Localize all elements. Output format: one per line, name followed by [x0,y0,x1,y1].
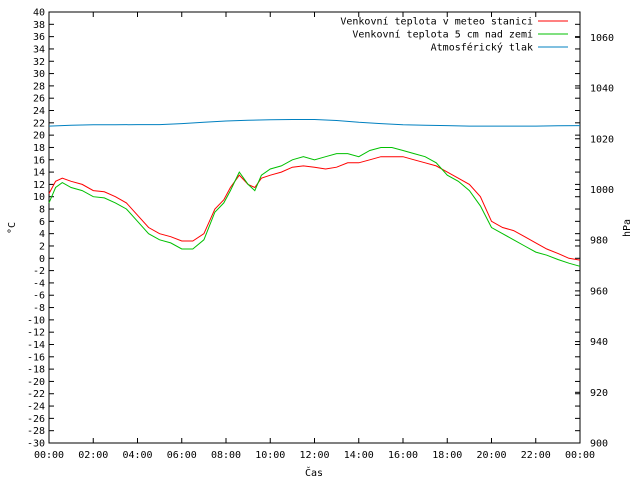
x-tick-label: 04:00 [122,450,152,461]
left-tick-label: 24 [33,106,45,117]
left-tick-label: 22 [33,118,45,129]
series-line-2 [48,147,581,267]
left-tick-label: -12 [27,328,45,339]
right-tick-label: 1000 [590,185,614,196]
left-tick-label: 18 [33,143,45,154]
left-tick-label: 28 [33,81,45,92]
left-tick-label: -8 [33,303,45,314]
left-tick-label: 38 [33,20,45,31]
left-tick-label: -26 [27,414,45,425]
x-tick-label: 18:00 [432,450,462,461]
left-tick-label: -2 [33,266,45,277]
y-axis-right-label: hPa [622,219,633,237]
left-tick-label: 26 [33,94,45,105]
left-tick-label: -22 [27,389,45,400]
series-line-3 [48,119,581,127]
left-tick-label: 2 [39,241,45,252]
series-layer [48,119,581,267]
left-tick-label: -20 [27,377,45,388]
left-tick-label: 30 [33,69,45,80]
x-axis-label: Čas [305,466,323,479]
left-tick-label: 32 [33,57,45,68]
left-tick-label: 16 [33,155,45,166]
left-tick-label: 20 [33,131,45,142]
series-line-1 [48,156,581,261]
right-tick-label: 1060 [590,33,614,44]
right-tick-label: 1020 [590,134,614,145]
x-tick-label: 00:00 [34,450,64,461]
x-tick-label: 06:00 [167,450,197,461]
legend: Venkovní teplota v meteo staniciVenkovní… [340,16,568,54]
left-tick-label: -30 [27,439,45,450]
right-tick-label: 1040 [590,84,614,95]
right-tick-label: 940 [590,337,608,348]
left-tick-label: -16 [27,352,45,363]
left-tick-label: -18 [27,365,45,376]
left-tick-label: 8 [39,205,45,216]
x-tick-label: 16:00 [388,450,418,461]
right-tick-label: 980 [590,236,608,247]
left-tick-label: 34 [33,44,45,55]
x-axis: 00:00 02:00 04:00 06:00 08:00 10:00 12:00 14:00… [34,12,595,461]
left-tick-label: -14 [27,340,45,351]
left-tick-label: -10 [27,315,45,326]
left-tick-label: 12 [33,180,45,191]
legend-label-1: Venkovní teplota v meteo stanici [340,16,533,28]
left-tick-label: 6 [39,217,45,228]
x-tick-label: 12:00 [299,450,329,461]
left-tick-label: 10 [33,192,45,203]
legend-label-3: Atmosférický tlak [431,42,533,54]
left-axis: 4038363432302826242220181614121086420-2-… [27,8,580,450]
x-tick-label: 22:00 [521,450,551,461]
left-tick-label: 14 [33,168,45,179]
right-tick-label: 900 [590,439,608,450]
right-tick-label: 920 [590,388,608,399]
legend-label-2: Venkovní teplota 5 cm nad zemí [352,29,533,41]
x-tick-label: 14:00 [344,450,374,461]
left-tick-label: -4 [33,278,45,289]
left-tick-label: 40 [33,8,45,19]
x-tick-label: 20:00 [476,450,506,461]
x-tick-label: 10:00 [255,450,285,461]
left-tick-label: -28 [27,426,45,437]
right-tick-label: 960 [590,286,608,297]
left-tick-label: 4 [39,229,45,240]
left-tick-label: -24 [27,402,45,413]
x-tick-label: 08:00 [211,450,241,461]
left-tick-label: 36 [33,32,45,43]
y-axis-left-label: °C [7,222,18,234]
left-tick-label: -6 [33,291,45,302]
right-axis: 1060 1040 1020 1000 980 960 940 920 900 [575,33,614,450]
left-tick-label: 0 [39,254,45,265]
x-tick-label: 02:00 [78,450,108,461]
x-tick-label: 00:00 [565,450,595,461]
plot-frame [48,11,581,444]
